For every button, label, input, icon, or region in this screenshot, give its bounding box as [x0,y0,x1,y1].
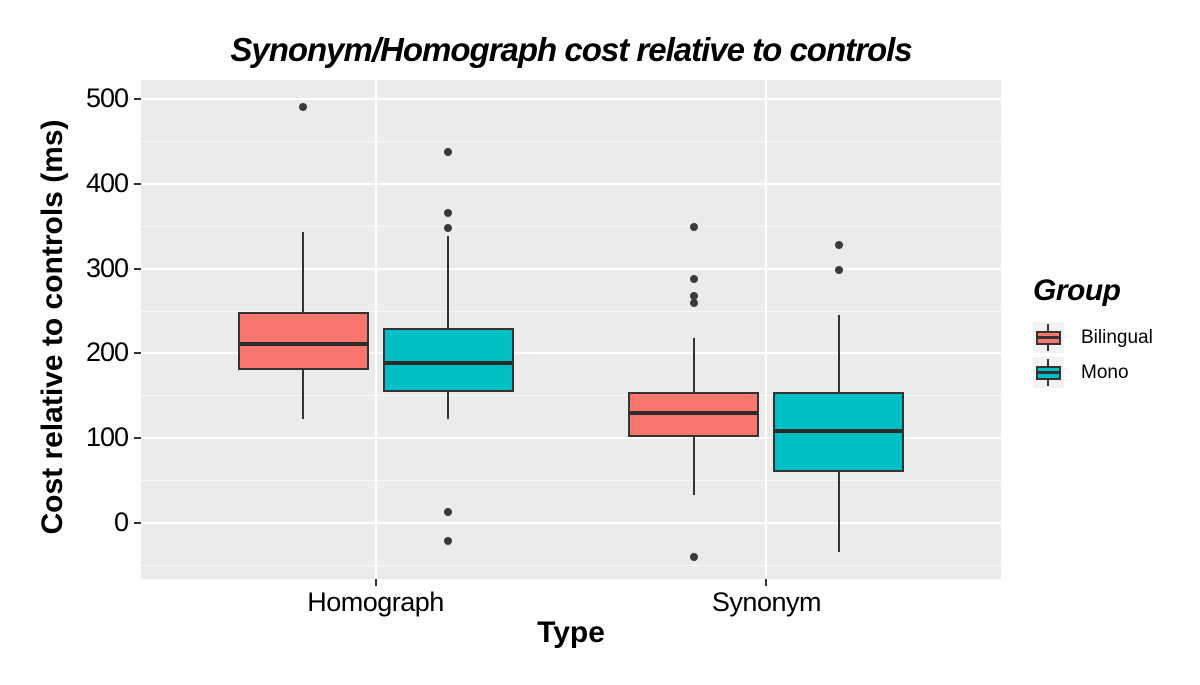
x-tick-label-synonym: Synonym [711,587,822,617]
gridline-minor-450 [141,140,1001,142]
box-mono-homograph [382,327,514,393]
y-tick-mark-300 [134,267,141,270]
gridline-minor-150 [141,395,1001,397]
median-mono-homograph [384,360,512,365]
gridline-major-200 [141,352,1001,355]
legend-key-bilingual [1033,322,1064,353]
y-tick-label-100: 100 [85,422,129,453]
gridline-vertical-homograph [374,80,377,579]
median-bilingual-homograph [239,342,367,347]
gridline-minor-50 [141,480,1001,482]
outlier-mono-synonym-328 [834,240,843,249]
gridline-vertical-synonym [765,80,768,579]
legend-key-median-icon [1036,371,1061,374]
outlier-mono-homograph-348 [444,223,453,232]
legend-label-bilingual: Bilingual [1081,327,1153,348]
outlier-bilingual-synonym-288 [689,274,698,283]
y-tick-label-500: 500 [85,83,129,113]
outlier-bilingual-synonym-259 [689,299,698,308]
legend-key-median-icon [1036,336,1061,339]
gridline-major-300 [141,267,1001,270]
y-tick-label-300: 300 [85,252,129,283]
outlier-mono-homograph--21 [444,536,453,545]
outlier-mono-homograph-365 [444,209,453,218]
legend-key-mono [1033,357,1064,388]
gridline-minor-350 [141,225,1001,227]
legend-label-mono: Mono [1081,362,1129,383]
gridline-major-0 [141,522,1001,524]
outlier-mono-homograph-13 [444,507,453,516]
outlier-bilingual-synonym-349 [689,223,698,232]
y-tick-mark-400 [134,182,141,185]
y-tick-label-200: 200 [85,337,129,368]
gridline-major-400 [141,182,1001,185]
y-tick-mark-200 [134,352,141,355]
gridline-major-100 [141,437,1001,440]
gridline-minor--50 [141,564,1001,566]
gridline-major-500 [141,98,1001,100]
y-tick-mark-0 [134,522,141,524]
x-tick-label-homograph: Homograph [307,587,444,617]
y-tick-label-400: 400 [85,167,129,198]
median-mono-synonym [775,429,903,434]
y-tick-label-0: 0 [113,507,129,537]
outlier-bilingual-homograph-490 [299,103,308,112]
x-tick-mark-synonym [765,579,768,586]
outlier-mono-synonym-298 [834,266,843,275]
gridline-minor-250 [141,310,1001,312]
outlier-bilingual-synonym--40 [689,552,698,561]
legend-title: Group [1033,274,1121,307]
box-bilingual-homograph [237,311,369,371]
y-tick-mark-500 [134,98,141,100]
outlier-bilingual-synonym-268 [689,291,698,300]
chart-title: Synonym/Homograph cost relative to contr… [230,31,912,68]
outlier-mono-homograph-438 [444,147,453,156]
x-tick-mark-homograph [374,579,377,586]
x-axis-title: Type [537,616,605,649]
median-bilingual-synonym [630,410,758,415]
y-tick-mark-100 [134,437,141,440]
whisker-mono-homograph [447,235,450,419]
